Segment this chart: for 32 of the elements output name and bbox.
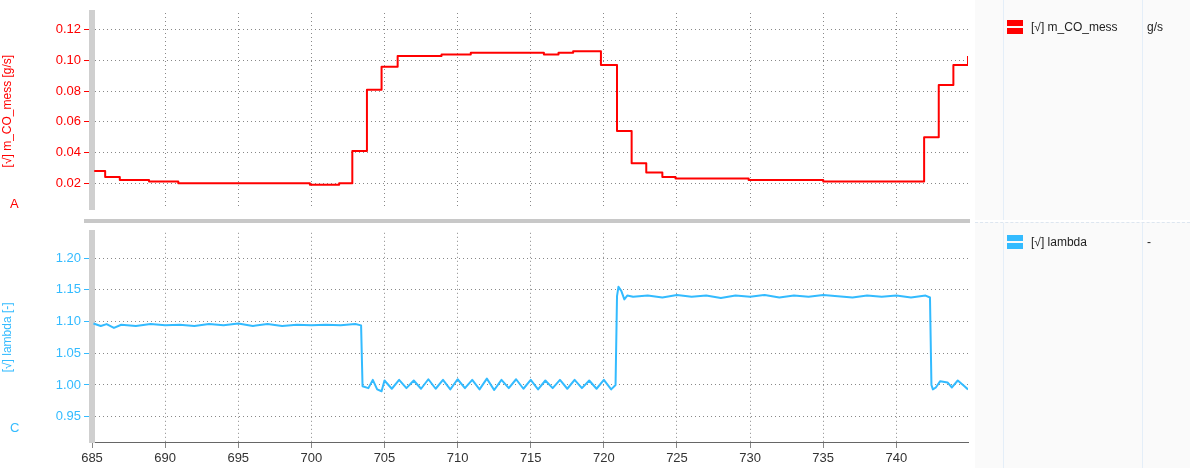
legend-label: [√] m_CO_mess bbox=[1031, 20, 1118, 34]
y-tick-label: 0.08 bbox=[55, 82, 81, 98]
x-tick-label: 685 bbox=[81, 450, 103, 466]
y-tick-label: 1.15 bbox=[55, 281, 81, 297]
y-tick-label: 0.06 bbox=[55, 113, 81, 129]
y-axis-title: [√] m_CO_mess [g/s] bbox=[0, 54, 14, 168]
x-tick-label: 740 bbox=[885, 450, 908, 466]
y-tick-label: 0.10 bbox=[55, 52, 81, 68]
x-tick-label: 730 bbox=[739, 450, 761, 466]
x-tick-label: 720 bbox=[593, 450, 615, 466]
x-tick-label: 735 bbox=[812, 450, 835, 466]
y-tick-label: 1.10 bbox=[55, 313, 81, 329]
text: g/s bbox=[1147, 20, 1164, 34]
x-tick-label: 725 bbox=[666, 450, 688, 466]
x-tick-label: 690 bbox=[154, 450, 176, 466]
y-tick-label: 1.00 bbox=[55, 376, 81, 392]
x-tick-label: 695 bbox=[227, 450, 250, 466]
text: A bbox=[10, 196, 19, 211]
legend-label: [√] lambda bbox=[1031, 235, 1087, 249]
y-tick-label: 0.95 bbox=[55, 408, 81, 424]
text: - bbox=[1147, 235, 1151, 249]
y-tick-label: 1.20 bbox=[55, 249, 81, 265]
x-tick-label: 705 bbox=[373, 450, 396, 466]
y-tick-label: 0.12 bbox=[55, 21, 81, 37]
x-tick-label: 700 bbox=[300, 450, 323, 466]
y-tick-label: 1.05 bbox=[55, 344, 81, 360]
y-tick-label: 0.02 bbox=[55, 174, 81, 190]
text: C bbox=[10, 420, 20, 435]
y-tick-label: 0.04 bbox=[55, 144, 81, 160]
y-axis-title: [√] lambda [-] bbox=[0, 302, 14, 373]
x-tick-label: 715 bbox=[519, 450, 542, 466]
x-tick-label: 710 bbox=[446, 450, 469, 466]
